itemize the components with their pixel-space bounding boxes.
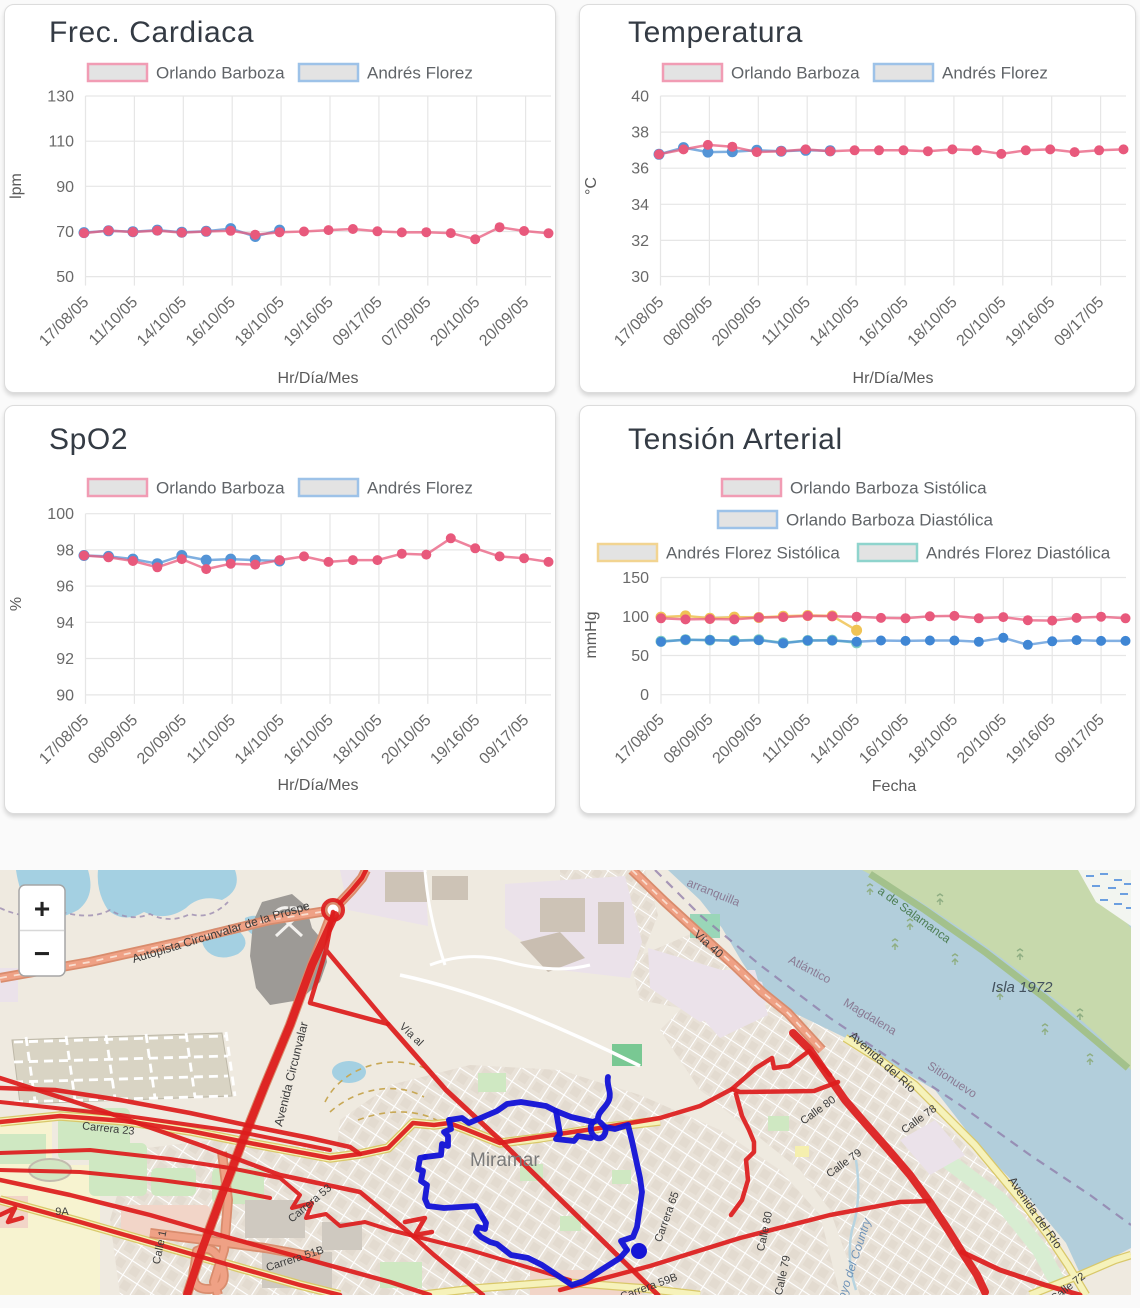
svg-text:%: %: [8, 597, 25, 611]
svg-text:Hr/Día/Mes: Hr/Día/Mes: [278, 370, 359, 387]
svg-text:18/10/05: 18/10/05: [905, 294, 961, 350]
svg-text:Orlando Barboza: Orlando Barboza: [156, 479, 285, 498]
svg-text:94: 94: [56, 615, 74, 632]
svg-text:110: 110: [48, 134, 74, 151]
svg-text:90: 90: [56, 687, 74, 704]
svg-text:30: 30: [631, 269, 649, 286]
svg-text:14/10/05: 14/10/05: [134, 294, 190, 350]
svg-text:38: 38: [631, 125, 649, 142]
svg-text:09/17/05: 09/17/05: [1051, 294, 1107, 350]
svg-text:0: 0: [640, 687, 649, 704]
svg-text:150: 150: [622, 570, 649, 587]
svg-text:34: 34: [631, 197, 649, 214]
svg-text:11/10/05: 11/10/05: [759, 711, 814, 766]
svg-text:Tensión Arterial: Tensión Arterial: [628, 423, 843, 456]
svg-text:16/10/05: 16/10/05: [856, 294, 912, 350]
svg-text:11/10/05: 11/10/05: [759, 294, 814, 349]
svg-text:Andrés Florez: Andrés Florez: [367, 479, 473, 498]
svg-text:18/10/05: 18/10/05: [905, 711, 961, 767]
svg-text:09/17/05: 09/17/05: [476, 712, 532, 768]
svg-text:19/16/05: 19/16/05: [1002, 294, 1058, 350]
svg-text:Andrés Florez Diastólica: Andrés Florez Diastólica: [926, 544, 1111, 563]
svg-text:50: 50: [631, 648, 649, 665]
svg-text:Isla 1972: Isla 1972: [992, 979, 1054, 996]
svg-text:16/10/05: 16/10/05: [281, 712, 337, 768]
svg-text:18/10/05: 18/10/05: [330, 712, 386, 768]
svg-text:17/08/05: 17/08/05: [36, 712, 92, 768]
svg-text:09/17/05: 09/17/05: [330, 294, 386, 350]
svg-text:Hr/Día/Mes: Hr/Día/Mes: [278, 777, 359, 794]
svg-text:Orlando Barboza Diastólica: Orlando Barboza Diastólica: [786, 511, 993, 530]
svg-text:14/10/05: 14/10/05: [232, 712, 288, 768]
svg-text:Orlando Barboza: Orlando Barboza: [156, 64, 285, 83]
svg-text:09/17/05: 09/17/05: [1052, 711, 1108, 767]
svg-text:20/09/05: 20/09/05: [710, 711, 766, 767]
svg-text:18/10/05: 18/10/05: [232, 294, 288, 350]
svg-text:20/09/05: 20/09/05: [709, 294, 765, 350]
svg-text:100: 100: [47, 506, 74, 523]
svg-text:−: −: [34, 938, 50, 969]
svg-text:9A: 9A: [55, 1206, 69, 1218]
svg-text:08/09/05: 08/09/05: [660, 294, 716, 350]
svg-text:Fecha: Fecha: [872, 778, 917, 795]
svg-text:20/10/05: 20/10/05: [427, 294, 483, 350]
svg-text:19/16/05: 19/16/05: [427, 712, 483, 768]
svg-text:92: 92: [56, 651, 74, 668]
svg-text:20/10/05: 20/10/05: [379, 712, 435, 768]
svg-text:Andrés Florez: Andrés Florez: [942, 64, 1048, 83]
svg-text:100: 100: [622, 609, 649, 626]
svg-text:11/10/05: 11/10/05: [86, 294, 141, 349]
svg-text:98: 98: [56, 542, 74, 559]
svg-text:Temperatura: Temperatura: [628, 16, 803, 49]
svg-text:19/16/05: 19/16/05: [281, 294, 337, 350]
svg-text:Carrera 23: Carrera 23: [82, 1120, 136, 1137]
svg-text:20/10/05: 20/10/05: [954, 711, 1010, 767]
svg-text:08/09/05: 08/09/05: [85, 712, 141, 768]
svg-text:40: 40: [631, 89, 649, 106]
svg-text:17/08/05: 17/08/05: [36, 294, 92, 350]
svg-text:130: 130: [47, 89, 74, 106]
svg-text:16/10/05: 16/10/05: [856, 711, 912, 767]
svg-text:16/10/05: 16/10/05: [183, 294, 239, 350]
svg-text:14/10/05: 14/10/05: [807, 294, 863, 350]
svg-text:70: 70: [56, 224, 74, 241]
svg-text:07/09/05: 07/09/05: [379, 294, 435, 350]
svg-text:17/08/05: 17/08/05: [611, 294, 667, 350]
svg-text:Frec. Cardiaca: Frec. Cardiaca: [49, 16, 254, 49]
svg-text:SpO2: SpO2: [49, 423, 128, 456]
svg-text:+: +: [34, 893, 50, 924]
svg-text:Andrés Florez Sistólica: Andrés Florez Sistólica: [666, 544, 840, 563]
svg-text:Hr/Día/Mes: Hr/Día/Mes: [853, 370, 934, 387]
svg-text:14/10/05: 14/10/05: [807, 711, 863, 767]
svg-text:50: 50: [56, 269, 74, 286]
svg-text:Orlando Barboza: Orlando Barboza: [731, 64, 860, 83]
svg-text:19/16/05: 19/16/05: [1003, 711, 1059, 767]
svg-text:90: 90: [56, 179, 74, 196]
svg-text:Orlando Barboza Sistólica: Orlando Barboza Sistólica: [790, 479, 987, 498]
svg-text:mmHg: mmHg: [583, 611, 600, 658]
svg-text:32: 32: [631, 233, 649, 250]
svg-text:lpm: lpm: [8, 173, 25, 199]
svg-text:20/09/05: 20/09/05: [134, 712, 190, 768]
svg-text:17/08/05: 17/08/05: [612, 711, 668, 767]
svg-text:20/09/05: 20/09/05: [476, 294, 532, 350]
svg-text:96: 96: [56, 579, 74, 596]
svg-text:20/10/05: 20/10/05: [954, 294, 1010, 350]
svg-text:Miramar: Miramar: [470, 1150, 540, 1171]
svg-text:11/10/05: 11/10/05: [184, 712, 239, 767]
svg-text:36: 36: [631, 161, 649, 178]
svg-text:Andrés Florez: Andrés Florez: [367, 64, 473, 83]
svg-text:08/09/05: 08/09/05: [661, 711, 717, 767]
svg-text:°C: °C: [583, 177, 600, 195]
